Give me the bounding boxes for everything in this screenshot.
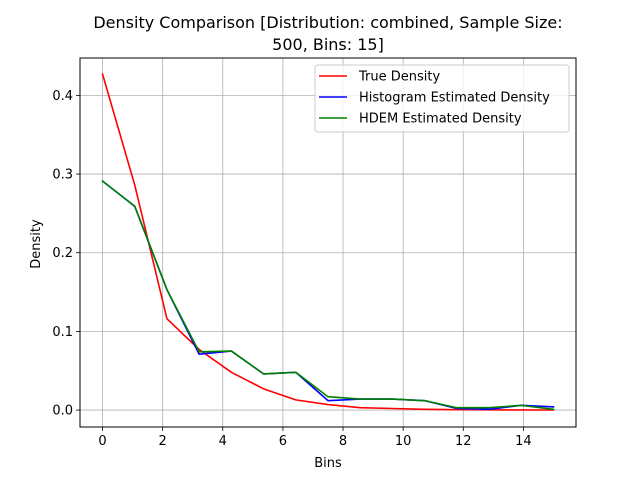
y-tick-label: 0.2 [52, 246, 73, 261]
y-tick-label: 0.0 [52, 404, 73, 419]
y-axis-ticks: 0.0 0.1 0.2 0.3 0.4 [52, 89, 80, 419]
x-axis-label: Bins [314, 456, 342, 471]
plot-area-frame [79, 57, 577, 428]
y-axis-label: Density [29, 219, 44, 269]
legend-box [314, 64, 570, 133]
x-tick-label: 10 [395, 434, 412, 449]
y-tick-label: 0.1 [52, 325, 73, 340]
legend-label: Histogram Estimated Density [359, 91, 550, 106]
y-tick-label: 0.3 [52, 168, 73, 183]
chart-title-line-2: 500, Bins: 15] [272, 35, 384, 54]
x-tick-label: 12 [455, 434, 472, 449]
chart-title-line-1: Density Comparison [Distribution: combin… [93, 13, 562, 32]
series-line-3 [101, 180, 555, 411]
legend-label: True Density [358, 70, 440, 85]
x-tick-label: 0 [98, 434, 106, 449]
x-tick-label: 14 [515, 434, 532, 449]
series-lines [101, 73, 555, 411]
legend-label: HDEM Estimated Density [359, 112, 522, 127]
x-axis-ticks: 0 2 4 6 8 10 12 14 [98, 427, 532, 449]
legend: True Density Histogram Estimated Density H… [314, 64, 570, 133]
x-tick-label: 6 [279, 434, 287, 449]
x-tick-label: 2 [159, 434, 167, 449]
y-tick-label: 0.4 [52, 89, 73, 104]
x-tick-label: 8 [339, 434, 347, 449]
x-tick-label: 4 [219, 434, 227, 449]
